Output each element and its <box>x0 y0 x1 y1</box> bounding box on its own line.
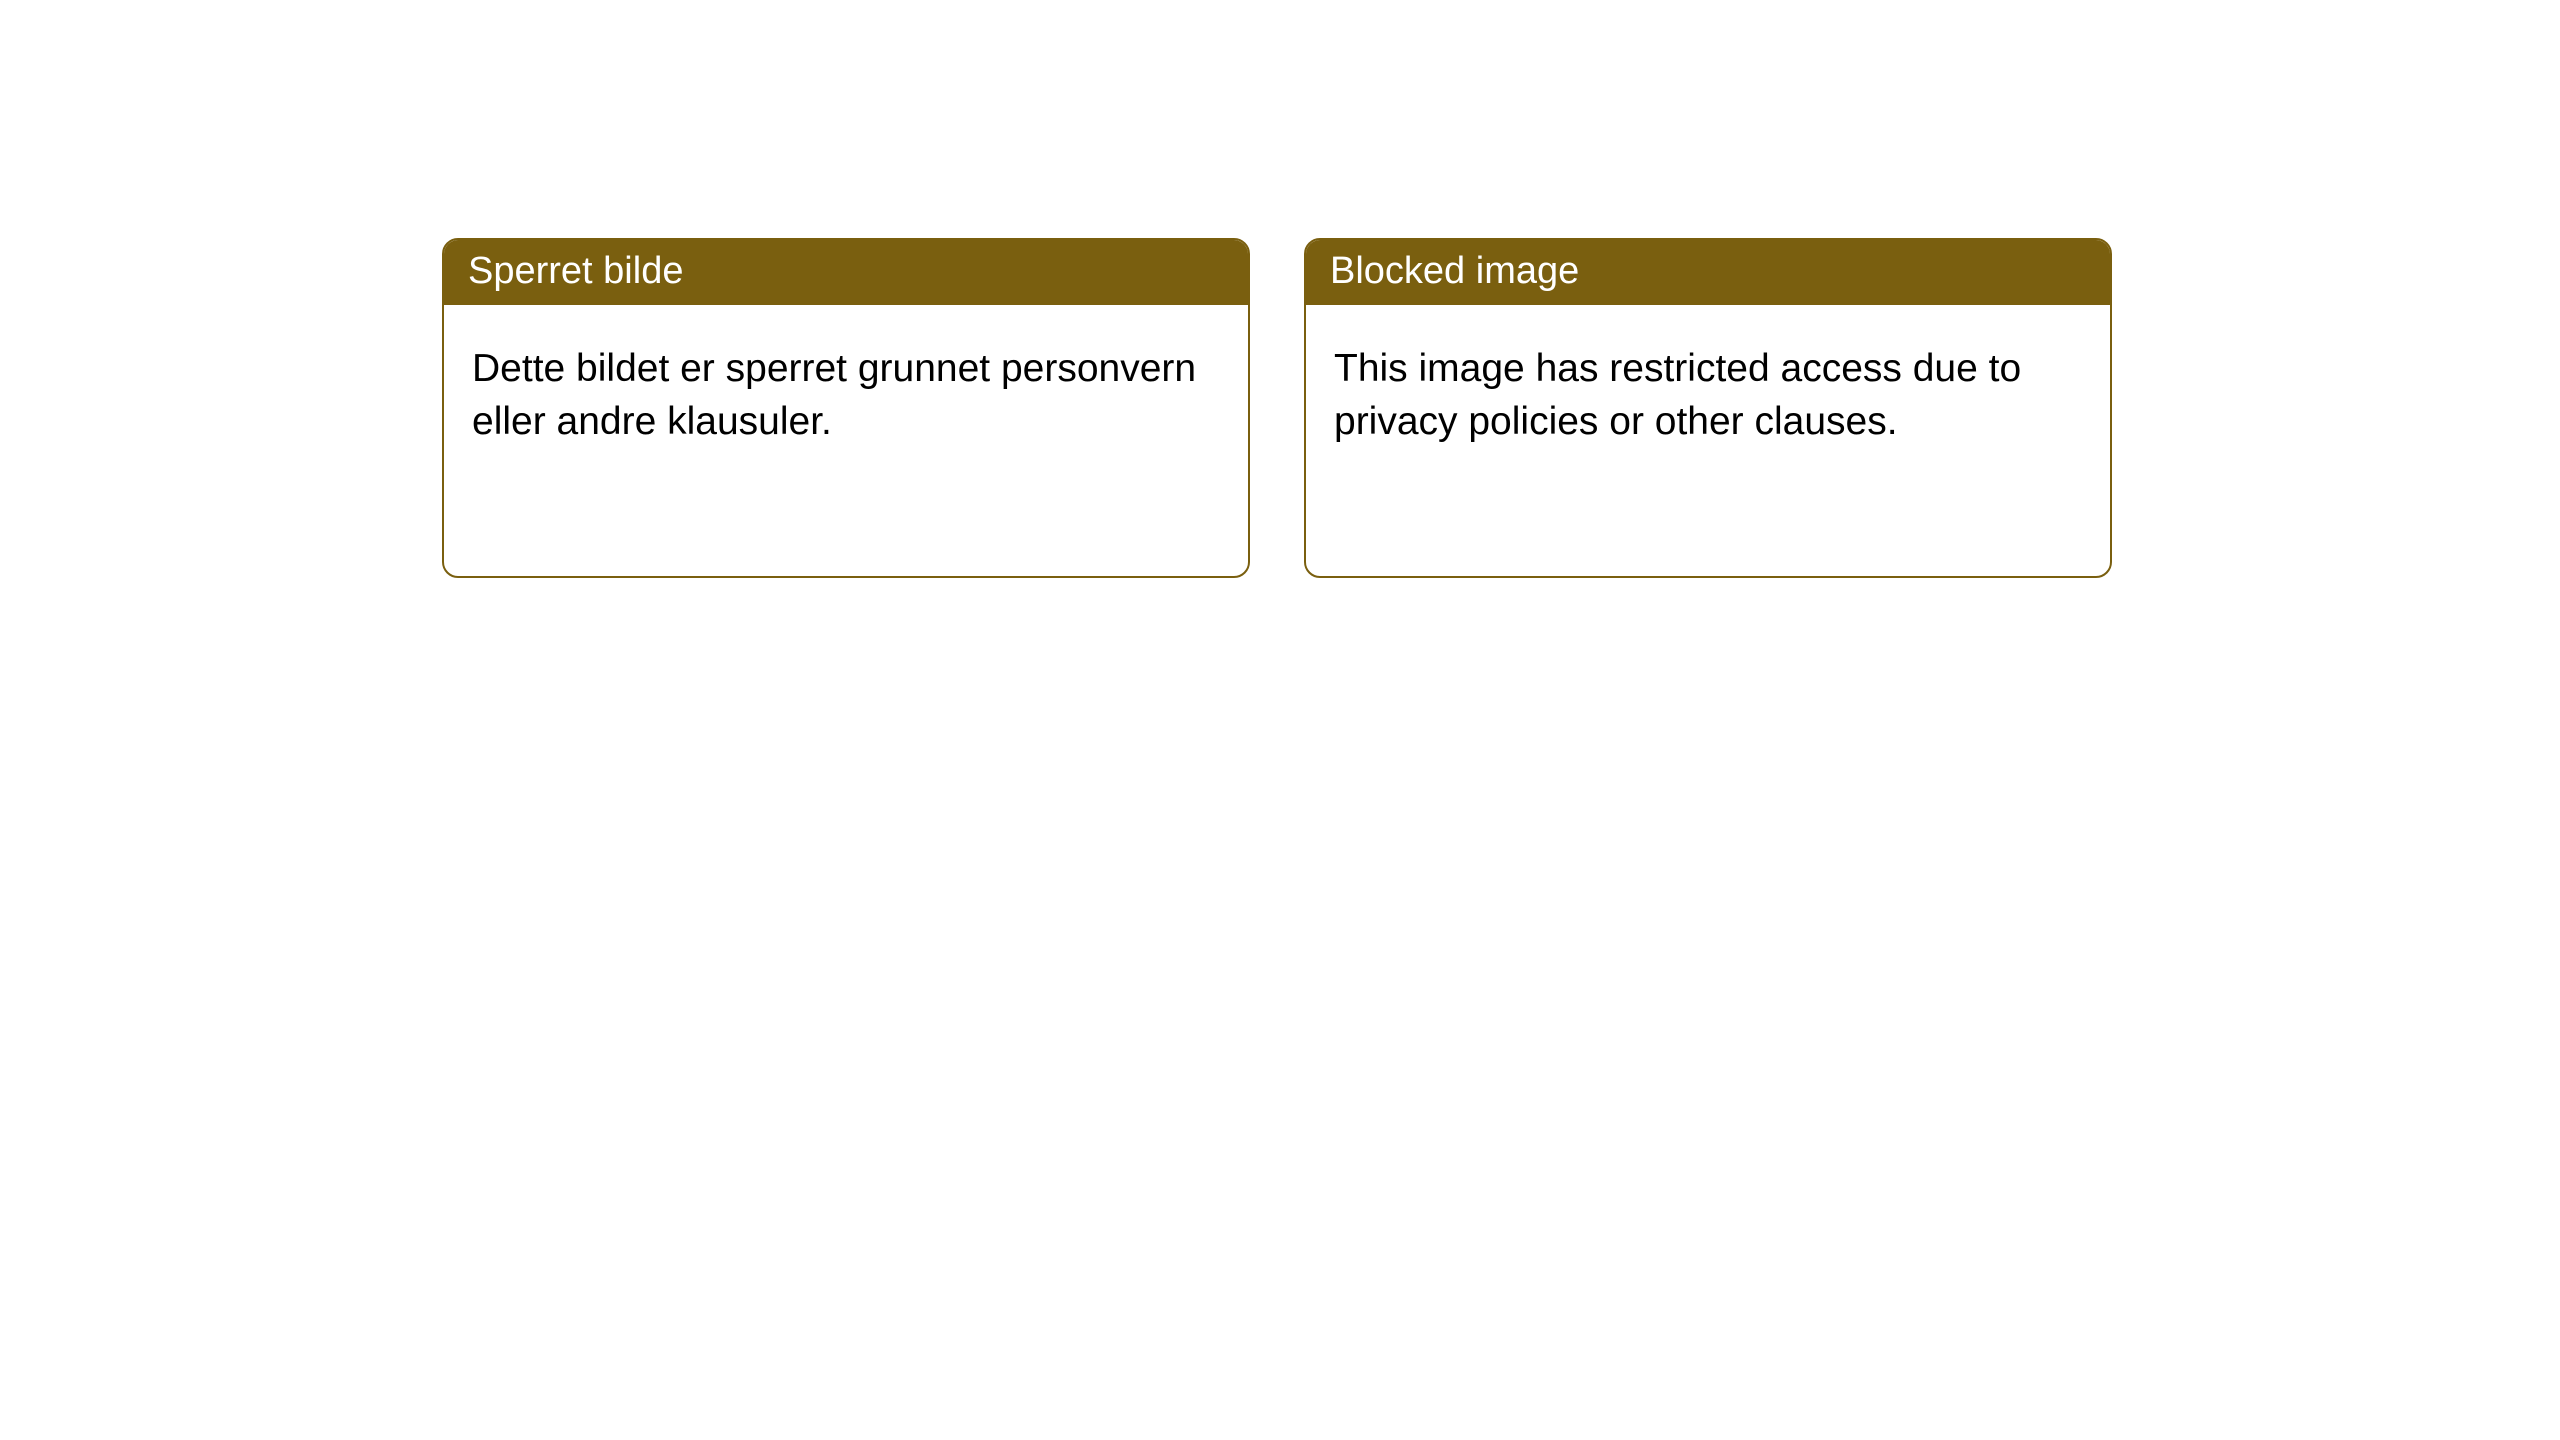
notice-card-title: Blocked image <box>1306 240 2110 305</box>
notice-container: Sperret bilde Dette bildet er sperret gr… <box>0 0 2560 578</box>
notice-card-title: Sperret bilde <box>444 240 1248 305</box>
notice-card-norwegian: Sperret bilde Dette bildet er sperret gr… <box>442 238 1250 578</box>
notice-card-body: This image has restricted access due to … <box>1306 305 2110 476</box>
notice-card-body: Dette bildet er sperret grunnet personve… <box>444 305 1248 476</box>
notice-card-english: Blocked image This image has restricted … <box>1304 238 2112 578</box>
